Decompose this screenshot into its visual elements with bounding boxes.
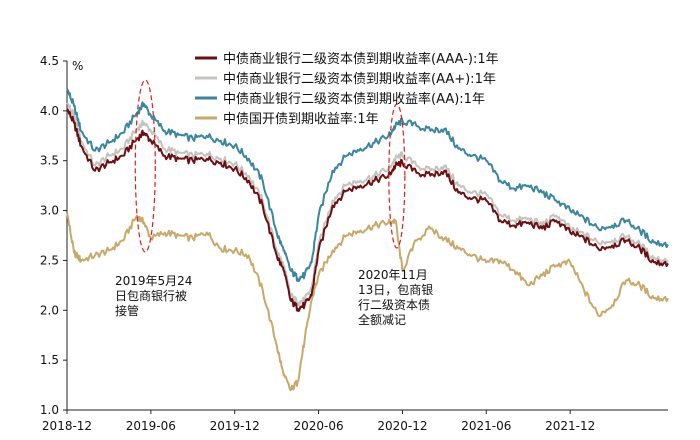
- x-tick-label: 2018-12: [42, 419, 92, 433]
- event-highlight-2020: [388, 103, 406, 249]
- annotation-line: 2019年5月24: [115, 274, 192, 288]
- x-tick-label: 2021-06: [461, 419, 511, 433]
- annotation-line: 行二级资本债: [358, 298, 430, 312]
- annotation-line: 13日，包商银: [358, 282, 433, 297]
- y-tick-label: 3.5: [40, 154, 59, 168]
- annotation-line: 2020年11月: [358, 268, 428, 282]
- series-line-2: [66, 88, 669, 283]
- y-tick-label: 2.5: [40, 253, 59, 267]
- x-tick-label: 2020-06: [294, 419, 344, 433]
- chart-legend: 中债商业银行二级资本债到期收益率(AAA-):1年中债商业银行二级资本债到期收益…: [195, 51, 499, 127]
- x-tick-label: 2019-12: [210, 419, 260, 433]
- x-tick-label: 2020-12: [377, 419, 427, 433]
- series-line-3: [66, 212, 669, 392]
- y-axis-unit-label: %: [72, 59, 83, 73]
- event-highlights: [134, 79, 406, 253]
- legend-label: 中债商业银行二级资本债到期收益率(AA):1年: [223, 91, 485, 107]
- y-tick-label: 1.0: [40, 403, 59, 417]
- legend-label: 中债商业银行二级资本债到期收益率(AAA-):1年: [223, 51, 499, 67]
- series-line-0: [66, 108, 669, 312]
- event-highlight-2019: [134, 79, 156, 253]
- y-tick-label: 2.0: [40, 303, 59, 317]
- y-tick-label: 1.5: [40, 353, 59, 367]
- annotation-line: 日包商银行被: [115, 288, 187, 303]
- x-tick-label: 2021-12: [545, 419, 595, 433]
- y-tick-label: 4.0: [40, 104, 59, 118]
- annotation-line: 全额减记: [358, 312, 406, 327]
- legend-label: 中债国开债到期收益率:1年: [223, 111, 379, 127]
- chart-axes: 1.0 1.5 2.0 2.5 3.0 3.5 4.0 4.5 2018-12 2019-06 20…: [40, 54, 668, 433]
- series-line-1: [66, 102, 669, 307]
- annotation-line: 接管: [115, 303, 139, 318]
- legend-label: 中债商业银行二级资本债到期收益率(AA+):1年: [223, 71, 496, 87]
- y-tick-label: 4.5: [40, 54, 59, 68]
- series-lines: [66, 88, 669, 392]
- y-tick-label: 3.0: [40, 204, 59, 218]
- x-tick-label: 2019-06: [126, 419, 176, 433]
